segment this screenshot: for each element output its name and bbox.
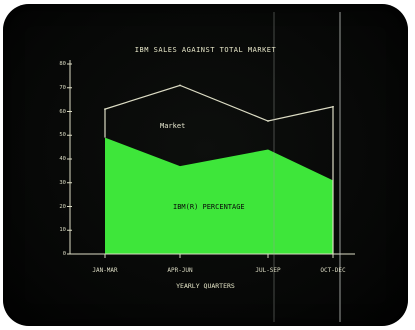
- x-tick-label: JUL-SEP: [255, 267, 281, 274]
- x-tick-label: OCT-DEC: [320, 267, 346, 274]
- series-label-market: Market: [160, 122, 186, 130]
- x-tick-label: APR-JUN: [167, 267, 193, 274]
- market-point: [179, 84, 181, 87]
- x-axis-title: YEARLY QUARTERS: [176, 282, 235, 290]
- market-point: [332, 105, 334, 108]
- x-tick-label: JAN-MAR: [92, 267, 118, 274]
- y-tick-label: 60: [59, 108, 66, 115]
- market-point: [104, 108, 106, 111]
- y-tick-label: 30: [59, 179, 66, 186]
- y-tick-label: 70: [59, 84, 66, 91]
- chart-title: IBM SALES AGAINST TOTAL MARKET: [134, 46, 277, 54]
- series-label-share: IBM(R) PERCENTAGE: [173, 203, 245, 211]
- y-tick-label: 20: [59, 203, 66, 210]
- y-tick-label: 10: [59, 227, 66, 234]
- y-tick-label: 50: [59, 132, 66, 139]
- crt-screen: IBM SALES AGAINST TOTAL MARKET Market IB…: [3, 4, 408, 326]
- market-point: [267, 120, 269, 122]
- y-tick-label: 40: [59, 156, 66, 162]
- y-tick-label: 80: [59, 61, 66, 67]
- area-chart: [67, 12, 355, 322]
- y-tick-label: 0: [62, 251, 66, 257]
- share-area: [105, 137, 333, 254]
- market-line: [104, 84, 334, 254]
